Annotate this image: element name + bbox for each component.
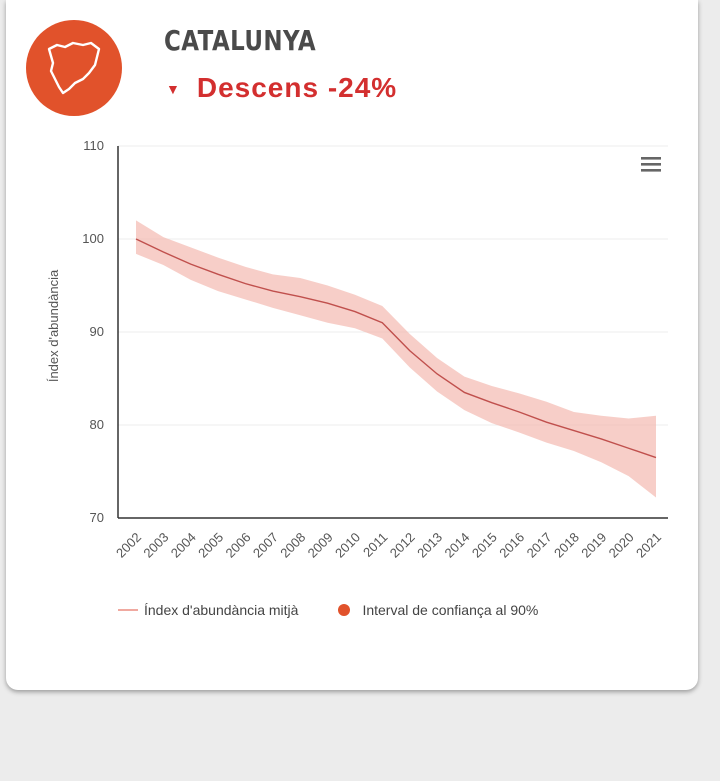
x-tick-label: 2021 bbox=[633, 530, 664, 561]
x-tick-label: 2005 bbox=[195, 530, 226, 561]
x-tick-label: 2008 bbox=[277, 530, 308, 561]
y-tick-label: 90 bbox=[90, 324, 104, 339]
chart-legend: Índex d'abundància mitjà Interval de con… bbox=[118, 602, 578, 618]
x-tick-label: 2015 bbox=[469, 530, 500, 561]
y-tick-label: 80 bbox=[90, 417, 104, 432]
trend-label: Descens -24% bbox=[196, 72, 398, 103]
x-tick-label: 2003 bbox=[140, 530, 171, 561]
region-card: CATALUNYA ▼ Descens -24% 70 80 90 100 110 20… bbox=[6, 0, 698, 690]
x-tick-label: 2011 bbox=[360, 530, 390, 560]
y-axis-title: Índex d'abundància bbox=[46, 269, 61, 382]
legend-item-mean[interactable]: Índex d'abundància mitjà bbox=[118, 602, 298, 618]
x-tick-label: 2004 bbox=[168, 530, 199, 561]
x-tick-label: 2017 bbox=[524, 530, 555, 561]
x-tick-label: 2009 bbox=[305, 530, 336, 561]
trend-indicator: ▼ Descens -24% bbox=[166, 72, 397, 104]
x-tick-label: 2020 bbox=[606, 530, 637, 561]
x-tick-label: 2014 bbox=[441, 530, 472, 561]
x-tick-label: 2018 bbox=[551, 530, 582, 561]
legend-label: Interval de confiança al 90% bbox=[362, 602, 539, 618]
x-tick-label: 2013 bbox=[414, 530, 445, 561]
x-tick-label: 2019 bbox=[578, 530, 609, 561]
region-badge bbox=[26, 20, 122, 116]
region-title: CATALUNYA bbox=[164, 24, 317, 57]
legend-item-confidence[interactable]: Interval de confiança al 90% bbox=[338, 602, 538, 618]
legend-dot-marker bbox=[338, 604, 351, 616]
x-tick-label: 2007 bbox=[250, 530, 281, 561]
mean-index-line bbox=[135, 238, 657, 459]
hamburger-menu-icon[interactable] bbox=[641, 157, 661, 172]
triangle-down-icon: ▼ bbox=[166, 81, 181, 97]
catalonia-map-icon bbox=[47, 41, 101, 95]
legend-line-marker bbox=[118, 609, 138, 611]
x-tick-label: 2016 bbox=[496, 530, 527, 561]
y-tick-label: 110 bbox=[83, 138, 104, 153]
y-tick-label: 100 bbox=[82, 231, 104, 246]
x-tick-label: 2002 bbox=[113, 530, 144, 561]
legend-label: Índex d'abundància mitjà bbox=[144, 602, 299, 618]
x-tick-label: 2006 bbox=[223, 530, 254, 561]
x-tick-label: 2010 bbox=[332, 530, 363, 561]
x-tick-label: 2012 bbox=[387, 530, 418, 561]
confidence-band bbox=[136, 220, 656, 498]
y-tick-label: 70 bbox=[90, 510, 104, 525]
